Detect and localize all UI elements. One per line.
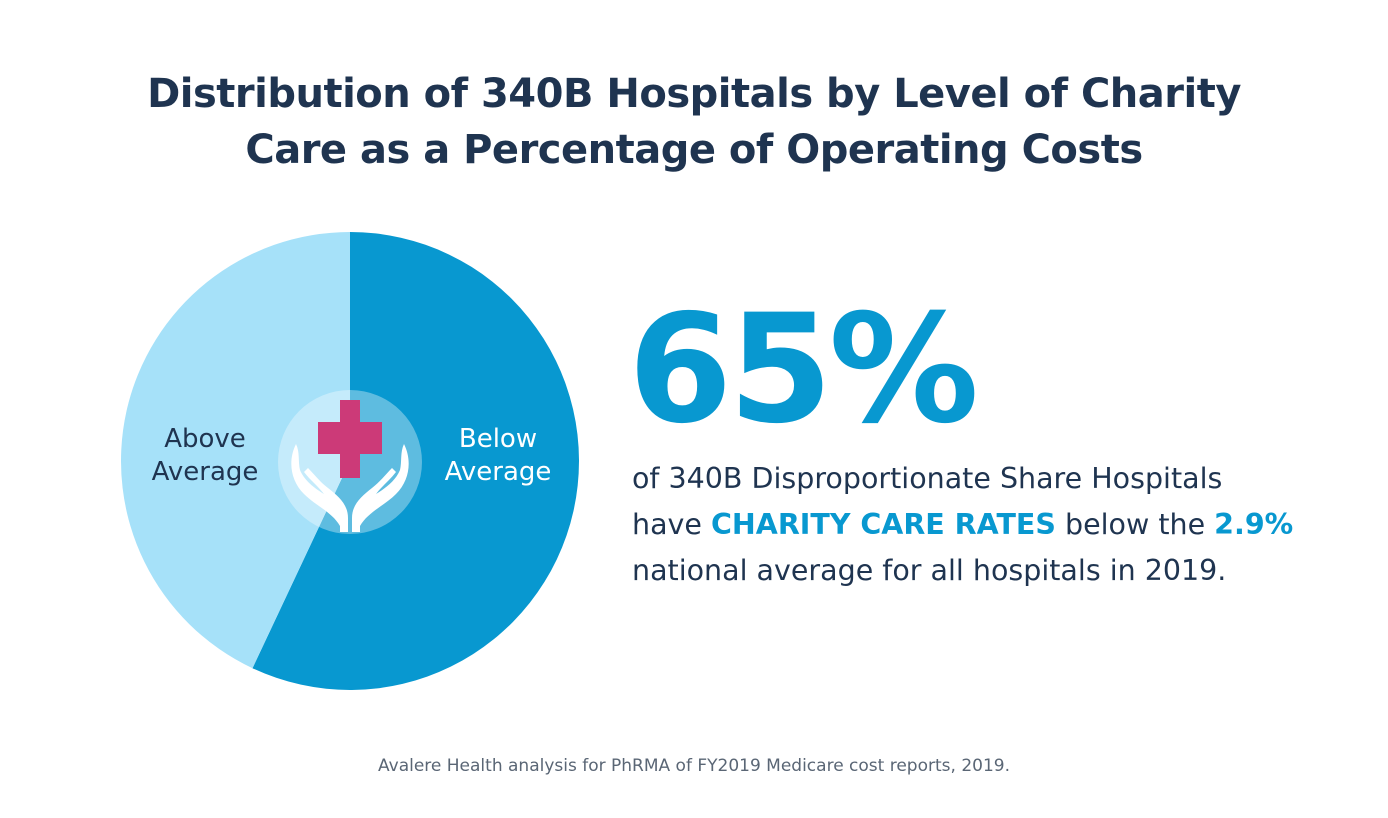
hands-holding-medical-cross-icon [291,400,409,532]
title-line-1: Distribution of 340B Hospitals by Level … [147,71,1241,117]
stat-line-3: national average for all hospitals in 20… [632,554,1227,587]
chart-title: Distribution of 340B Hospitals by Level … [0,66,1388,178]
highlight-charity-care-rates: CHARITY CARE RATES [711,508,1056,541]
stat-value: 65% [628,283,979,457]
pie-slice-above-average [120,232,350,669]
stat-line-1: of 340B Disproportionate Share Hospitals [632,462,1223,495]
source-note: Avalere Health analysis for PhRMA of FY2… [378,756,1010,776]
pie-slice-below-average [252,232,580,690]
slice-label-above-average: Above Average [152,424,259,487]
highlight-national-average: 2.9% [1214,508,1294,541]
stat-description: of 340B Disproportionate Share Hospitals… [632,456,1332,594]
slice-label-below-average: Below Average [445,424,552,487]
text: below the [1055,508,1215,541]
stat-line-2: have CHARITY CARE RATES below the 2.9% [632,502,1332,548]
title-line-2: Care as a Percentage of Operating Costs [245,127,1143,173]
text: have [632,508,711,541]
